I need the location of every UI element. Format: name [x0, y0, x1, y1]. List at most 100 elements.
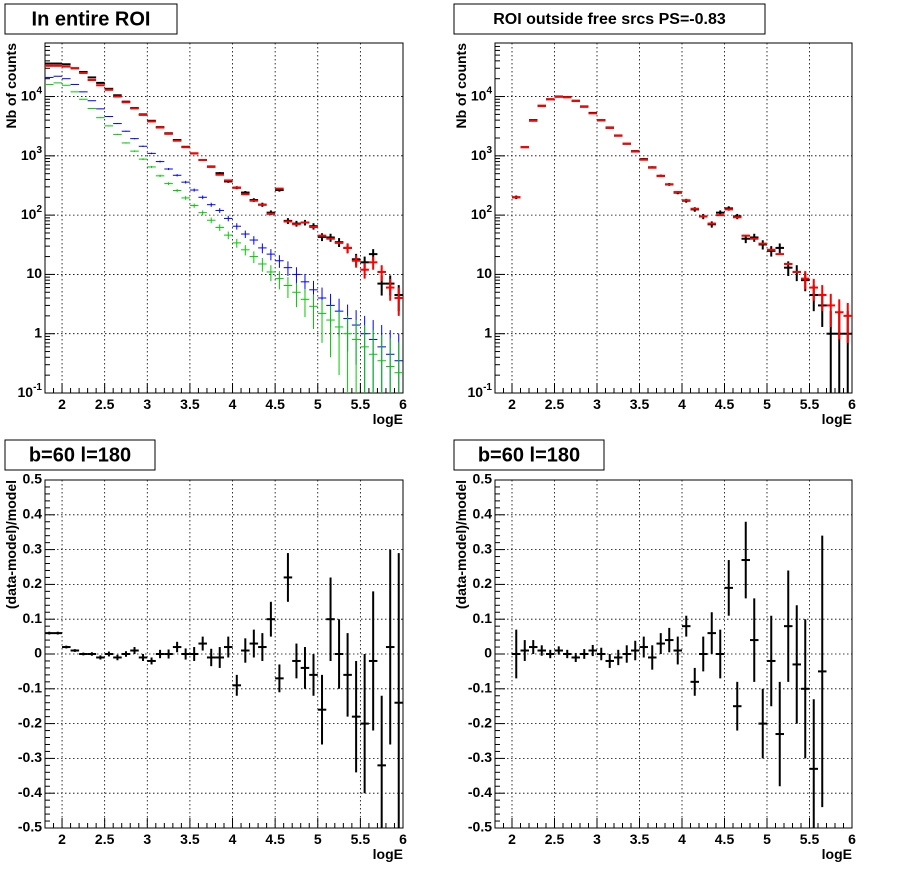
data-point [351, 320, 361, 393]
y-tick-label: 0.4 [23, 506, 43, 522]
y-tick-label: -0.4 [468, 784, 492, 800]
panel-p4: 2 2.5 3 3.5 4 4.5 5 5.5 6 -0.5 -0.4 -0.3 -0.2 -0.1 0 0.… [453, 439, 856, 862]
x-tick-label: 3 [593, 396, 601, 412]
x-tick-label: 5.5 [800, 396, 820, 412]
data-point [377, 695, 386, 828]
data-point [801, 271, 810, 290]
x-tick-label: 3 [593, 831, 601, 847]
panel-p2: 2 2.5 3 3.5 4 4.5 5 5.5 6 10-1 1 10 102 103 104 logE Nb … [453, 3, 856, 427]
grid [495, 43, 853, 393]
data-point [368, 256, 378, 270]
data-point [138, 654, 148, 661]
y-tick-label: 0.1 [473, 610, 493, 626]
y-tick-label: -0.2 [18, 714, 42, 730]
data-point [309, 654, 318, 696]
data-point [45, 631, 54, 635]
y-tick-label: 0.4 [473, 506, 493, 522]
data-point [351, 660, 361, 773]
data-point [300, 647, 310, 689]
data-point [275, 271, 284, 290]
panel-title-text: b=60 l=180 [478, 444, 580, 466]
y-tick-label: -0.2 [468, 714, 492, 730]
data-point [792, 265, 801, 282]
data-point [138, 145, 148, 147]
data-point [597, 647, 606, 661]
data-point [826, 293, 835, 327]
data-point [96, 117, 105, 119]
data-point [343, 243, 352, 253]
x-tick-label: 5.5 [351, 831, 371, 847]
data-point [537, 645, 546, 656]
data-point [172, 174, 182, 177]
data-point [96, 655, 105, 660]
data-point [818, 535, 827, 808]
data-point [266, 249, 276, 261]
data-point [104, 125, 114, 127]
x-tick-label: 4.5 [715, 396, 735, 412]
x-tick-label: 5 [314, 396, 322, 412]
data-point [130, 150, 139, 152]
data-point [164, 182, 173, 186]
data-point [360, 654, 369, 794]
data-point [113, 654, 122, 661]
data-point [62, 645, 71, 649]
panel-p3: 2 2.5 3 3.5 4 4.5 5 5.5 6 -0.5 -0.4 -0.3 -0.2 -0.1 0 0.… [3, 439, 407, 862]
data-point [614, 649, 623, 666]
data-point [775, 681, 784, 787]
x-tick-label: 3.5 [180, 831, 200, 847]
data-point [155, 160, 165, 163]
data-point [53, 631, 63, 635]
series-0 [512, 521, 827, 828]
data-point [809, 278, 818, 301]
data-point [554, 646, 563, 655]
data-point [266, 265, 276, 282]
grid [495, 480, 853, 828]
data-point [326, 305, 335, 358]
data-point [249, 629, 259, 658]
data-point [843, 302, 852, 343]
data-point [155, 649, 165, 659]
y-tick-label: -0.4 [18, 784, 42, 800]
data-point [241, 638, 250, 663]
data-point [529, 640, 538, 654]
panel-title-text: b=60 l=180 [29, 444, 131, 466]
y-tick-label: 10-1 [468, 382, 493, 400]
y-axis-title: Nb of counts [3, 43, 19, 129]
x-tick-label: 2 [508, 396, 516, 412]
data-point [317, 300, 327, 343]
data-point [385, 338, 395, 393]
y-tick-label: 103 [471, 144, 493, 162]
data-point [189, 647, 199, 661]
series-0 [45, 549, 403, 828]
data-point [198, 195, 207, 200]
x-axis-title: logE [373, 411, 403, 427]
panel-title: ROI outside free srcs PS=-0.83 [453, 3, 766, 35]
data-point [266, 601, 276, 637]
x-tick-label: 2.5 [95, 831, 115, 847]
data-point [87, 107, 97, 109]
data-point [343, 633, 352, 717]
data-point [385, 278, 395, 301]
data-point [648, 645, 657, 670]
data-point [520, 640, 529, 661]
data-point [690, 667, 699, 696]
data-point [138, 158, 148, 161]
panel-p1: 2 2.5 3 3.5 4 4.5 5 5.5 6 10-1 1 10 102 103 104 logE Nb … [3, 3, 407, 427]
data-point [682, 615, 691, 637]
data-point [224, 215, 233, 222]
x-tick-label: 2 [58, 396, 66, 412]
data-point [283, 261, 293, 277]
y-tick-label: 1 [484, 324, 492, 340]
data-point [292, 267, 301, 285]
y-tick-label: 0.2 [473, 575, 493, 591]
data-point [147, 152, 156, 155]
y-tick-label: 102 [21, 204, 43, 222]
data-point [130, 647, 139, 654]
y-tick-label: 104 [471, 85, 493, 103]
y-tick-label: 10 [26, 265, 42, 281]
y-axis-title: (data-model)/model [3, 480, 19, 609]
data-point [326, 577, 335, 661]
data-point [317, 233, 327, 242]
data-point [750, 598, 759, 682]
